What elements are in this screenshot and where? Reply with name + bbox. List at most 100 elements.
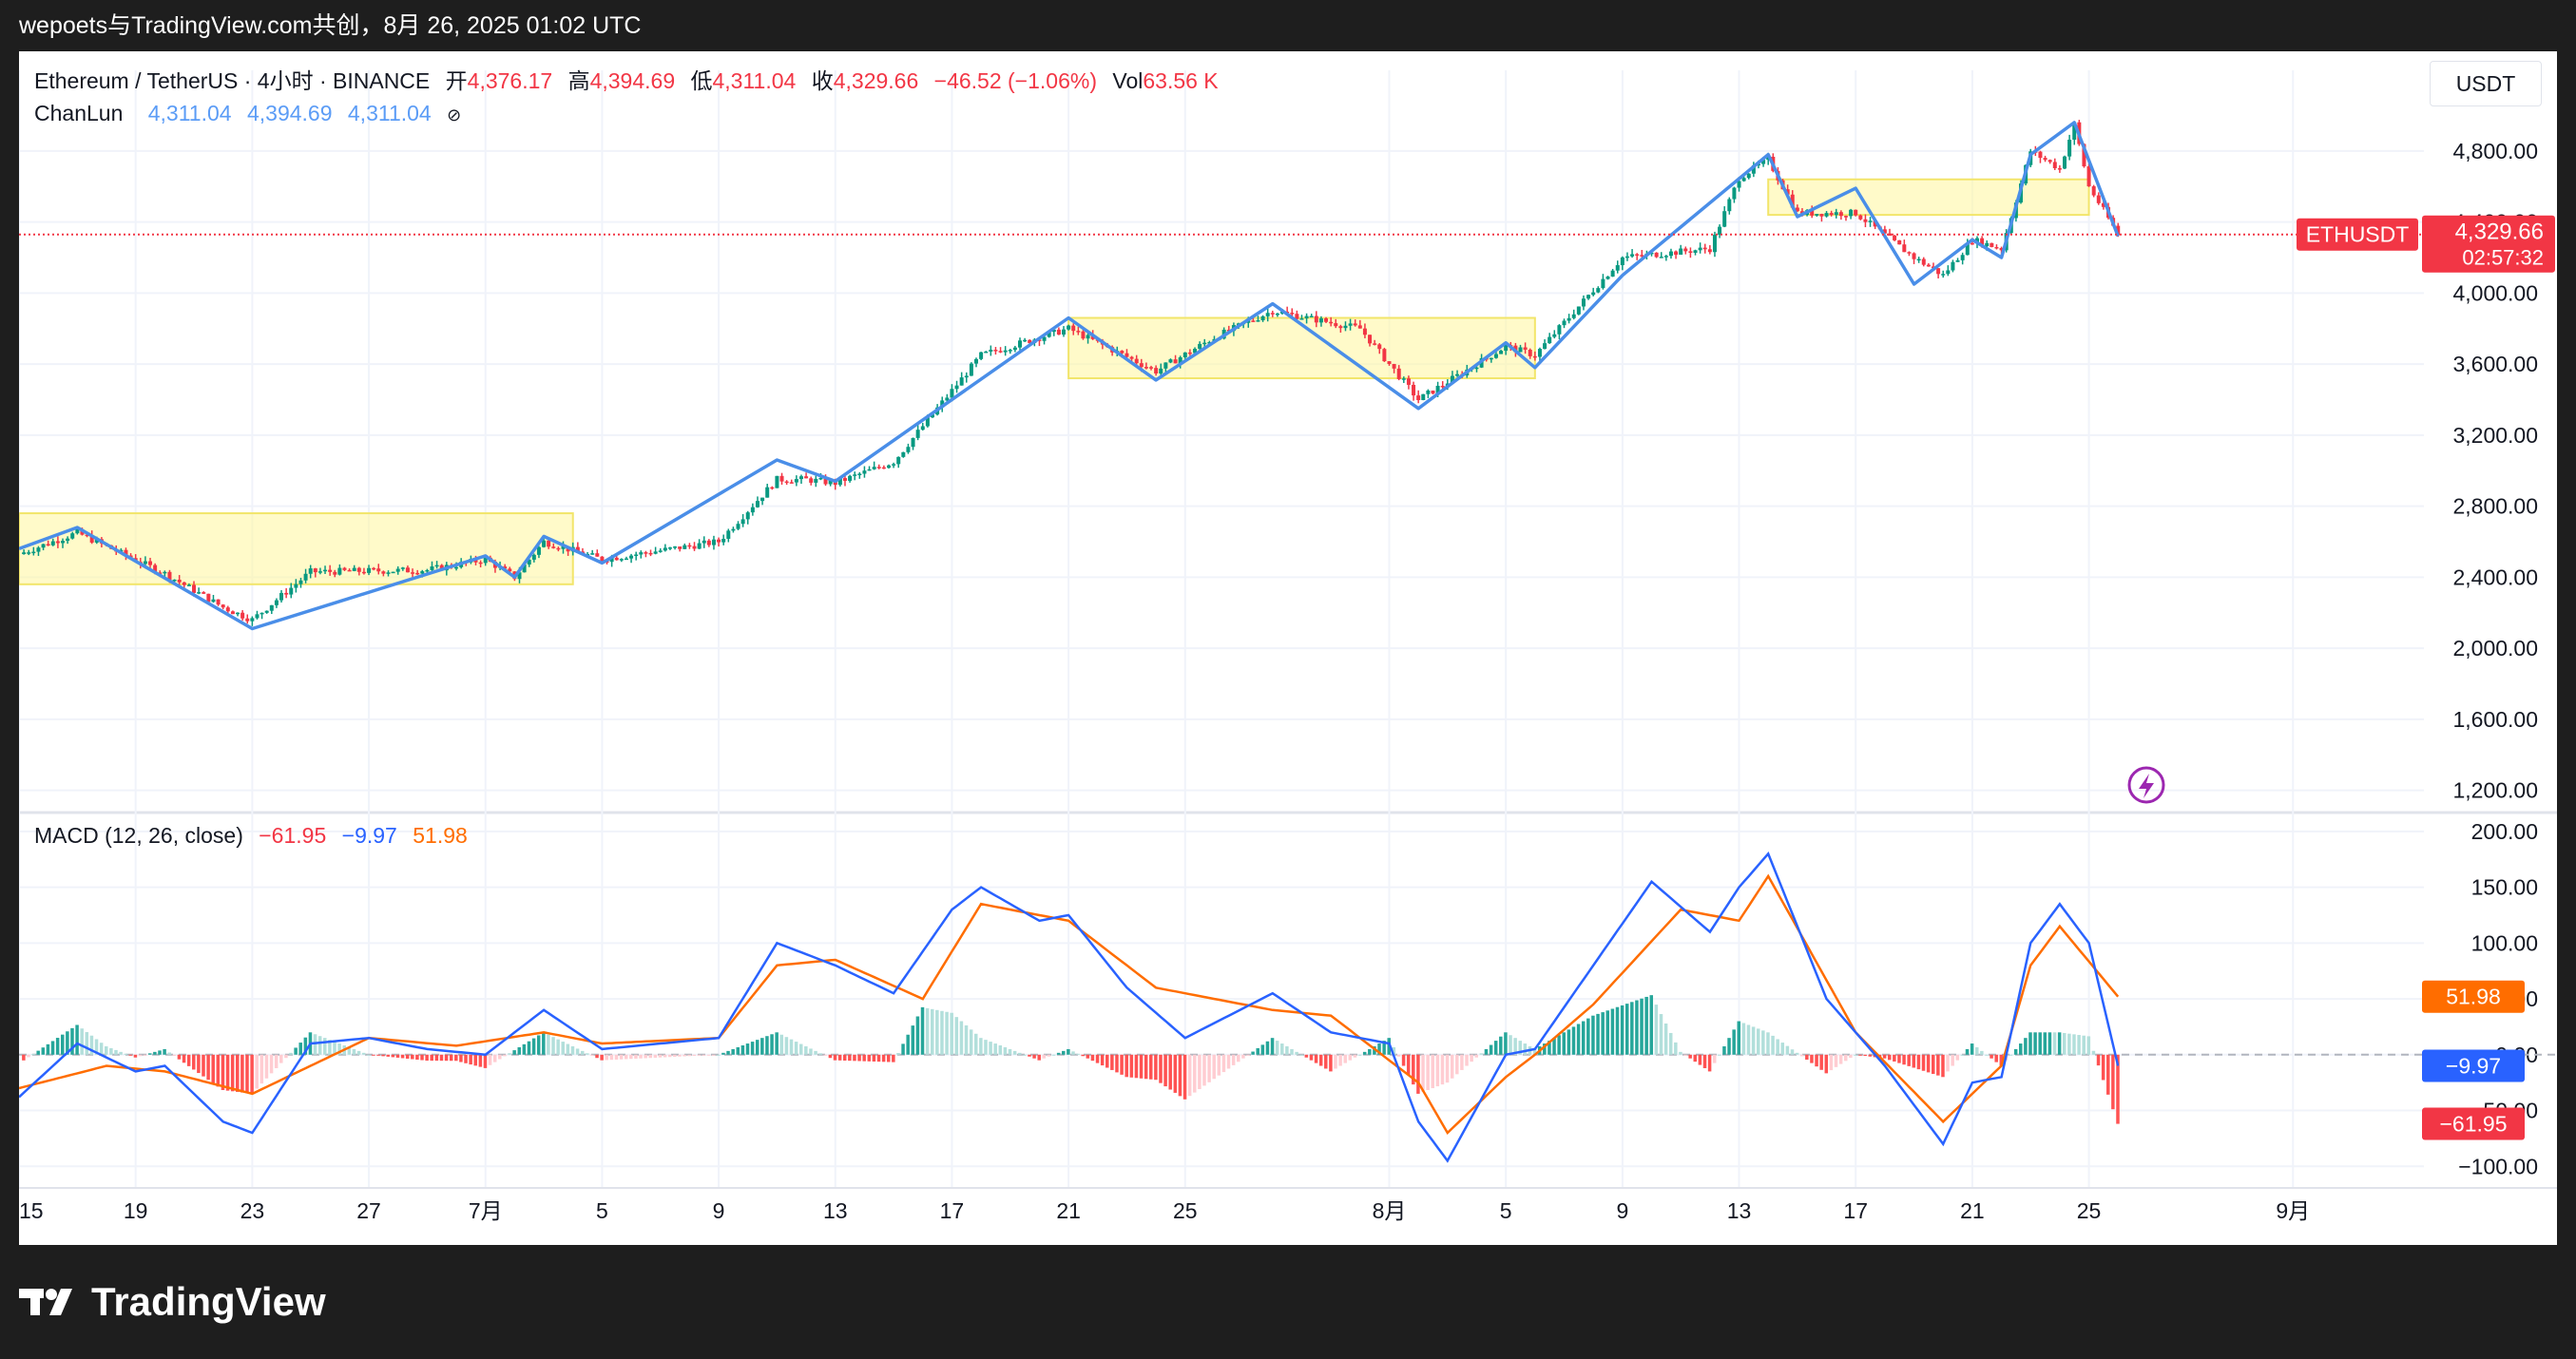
macd-histogram-bar [1702,1054,1707,1068]
last-price-badge[interactable] [2422,215,2555,273]
date-axis-label: 21 [1960,1198,1985,1223]
macd-histogram-bar [1732,1029,1736,1055]
macd-histogram-bar [1926,1054,1931,1073]
macd-histogram-bar [1532,1048,1537,1055]
candle [969,363,973,376]
candle [906,447,911,452]
macd-histogram-bar [236,1054,240,1092]
macd-histogram-bar [1674,1042,1678,1055]
macd-histogram-bar [1256,1047,1259,1055]
macd-histogram-bar [706,1054,711,1056]
candle [274,600,279,605]
macd-histogram-bar [915,1016,920,1055]
macd-histogram-bar [89,1035,94,1055]
hidden-eye-icon[interactable]: ⊘ [447,105,462,124]
macd-histogram-bar [566,1043,570,1055]
macd-histogram-bar [163,1048,166,1055]
candle [1431,390,1435,394]
candle [1523,347,1528,350]
macd-histogram-bar [842,1054,847,1061]
candle [1946,270,1951,275]
chanlun-stroke-line[interactable] [19,121,2120,631]
macd-histogram-bar [425,1054,429,1062]
macd-histogram-bar [1401,1054,1406,1066]
candle [503,566,508,569]
candle [1610,270,1615,278]
candle [55,541,60,544]
macd-histogram-bar [1431,1054,1434,1089]
candle [522,565,527,573]
date-axis-label: 7月 [469,1198,503,1223]
chart-canvas[interactable]: 1,200.00 1,600.00 2,000.00 2,400.00 2,800.00… [19,51,2557,1245]
macd-histogram-bar [1620,1005,1624,1055]
candle [255,614,260,619]
macd-histogram-bar [1567,1029,1571,1055]
macd-histogram-bar [1207,1054,1211,1082]
macd-histogram-bar [2116,1054,2120,1124]
candle [731,528,736,531]
candle [22,552,27,555]
pivot-zone [1767,178,2090,217]
date-axis-label: 8月 [1373,1198,1407,1223]
candle [629,555,634,559]
candle [186,584,191,586]
macd-line[interactable] [19,852,2120,1163]
candle [1576,306,1581,315]
macd-histogram-bar [600,1054,604,1061]
macd-histogram-bar [935,1009,939,1055]
candle [901,451,906,457]
macd-histogram-bar [1771,1035,1775,1055]
macd-histogram-bar [833,1054,837,1061]
candle [1824,213,1829,217]
macd-histogram-bar [1586,1018,1590,1055]
macd-histogram-bar [989,1042,992,1055]
macd-histogram-bar [1373,1045,1376,1055]
macd-indicator-name[interactable]: MACD (12, 26, close) [34,823,243,848]
macd-histogram-bar [415,1054,419,1061]
macd-histogram-bar [434,1054,439,1062]
symbol-tag[interactable] [2297,218,2418,251]
indicator-name[interactable]: ChanLun [34,101,124,125]
macd-histogram-bar [381,1054,385,1057]
macd-histogram-bar [1163,1054,1167,1087]
macd-histogram-bar [109,1047,113,1055]
candle [614,557,619,561]
candle [1062,329,1067,335]
candle [298,580,303,584]
macd-histogram-bar [1324,1054,1328,1069]
macd-histogram-bar [794,1042,798,1055]
symbol-title[interactable]: Ethereum / TetherUS · 4小时 · BINANCE [34,68,431,93]
candle [1921,258,1926,265]
high-label: 高 [567,68,590,93]
macd-histogram-bar [202,1054,205,1077]
macd-histogram-bar [979,1038,983,1055]
macd-histogram-bar [1493,1041,1498,1055]
macd-histogram-bar [663,1054,667,1058]
macd-histogram-bar [1202,1054,1206,1086]
candle [915,430,920,438]
candle [1270,313,1275,315]
macd-histogram-bar [1746,1024,1751,1055]
macd-histogram-bar [2019,1043,2023,1055]
macd-histogram-bar [823,1054,828,1056]
candle [1902,244,1907,253]
macd-histogram-bar [1931,1054,1935,1075]
macd-histogram-bar [197,1054,201,1074]
candle [1581,298,1586,307]
macd-histogram-bar [692,1054,697,1057]
lightning-icon[interactable] [2127,766,2165,804]
macd-histogram-bar [2033,1032,2037,1055]
macd-histogram-bar [1421,1054,1425,1092]
candle [536,546,541,555]
macd-histogram-bar [1149,1054,1153,1080]
macd-histogram-bar [1178,1054,1182,1097]
macd-histogram-bar [1221,1054,1226,1073]
currency-button[interactable]: USDT [2430,61,2542,106]
candle [367,567,372,573]
candle [818,477,823,480]
candle [814,478,818,483]
candle [342,567,347,570]
date-axis-label: 15 [19,1198,44,1223]
price-axis-label: 2,000.00 [2452,636,2538,660]
macd-histogram-bar [1357,1054,1362,1056]
